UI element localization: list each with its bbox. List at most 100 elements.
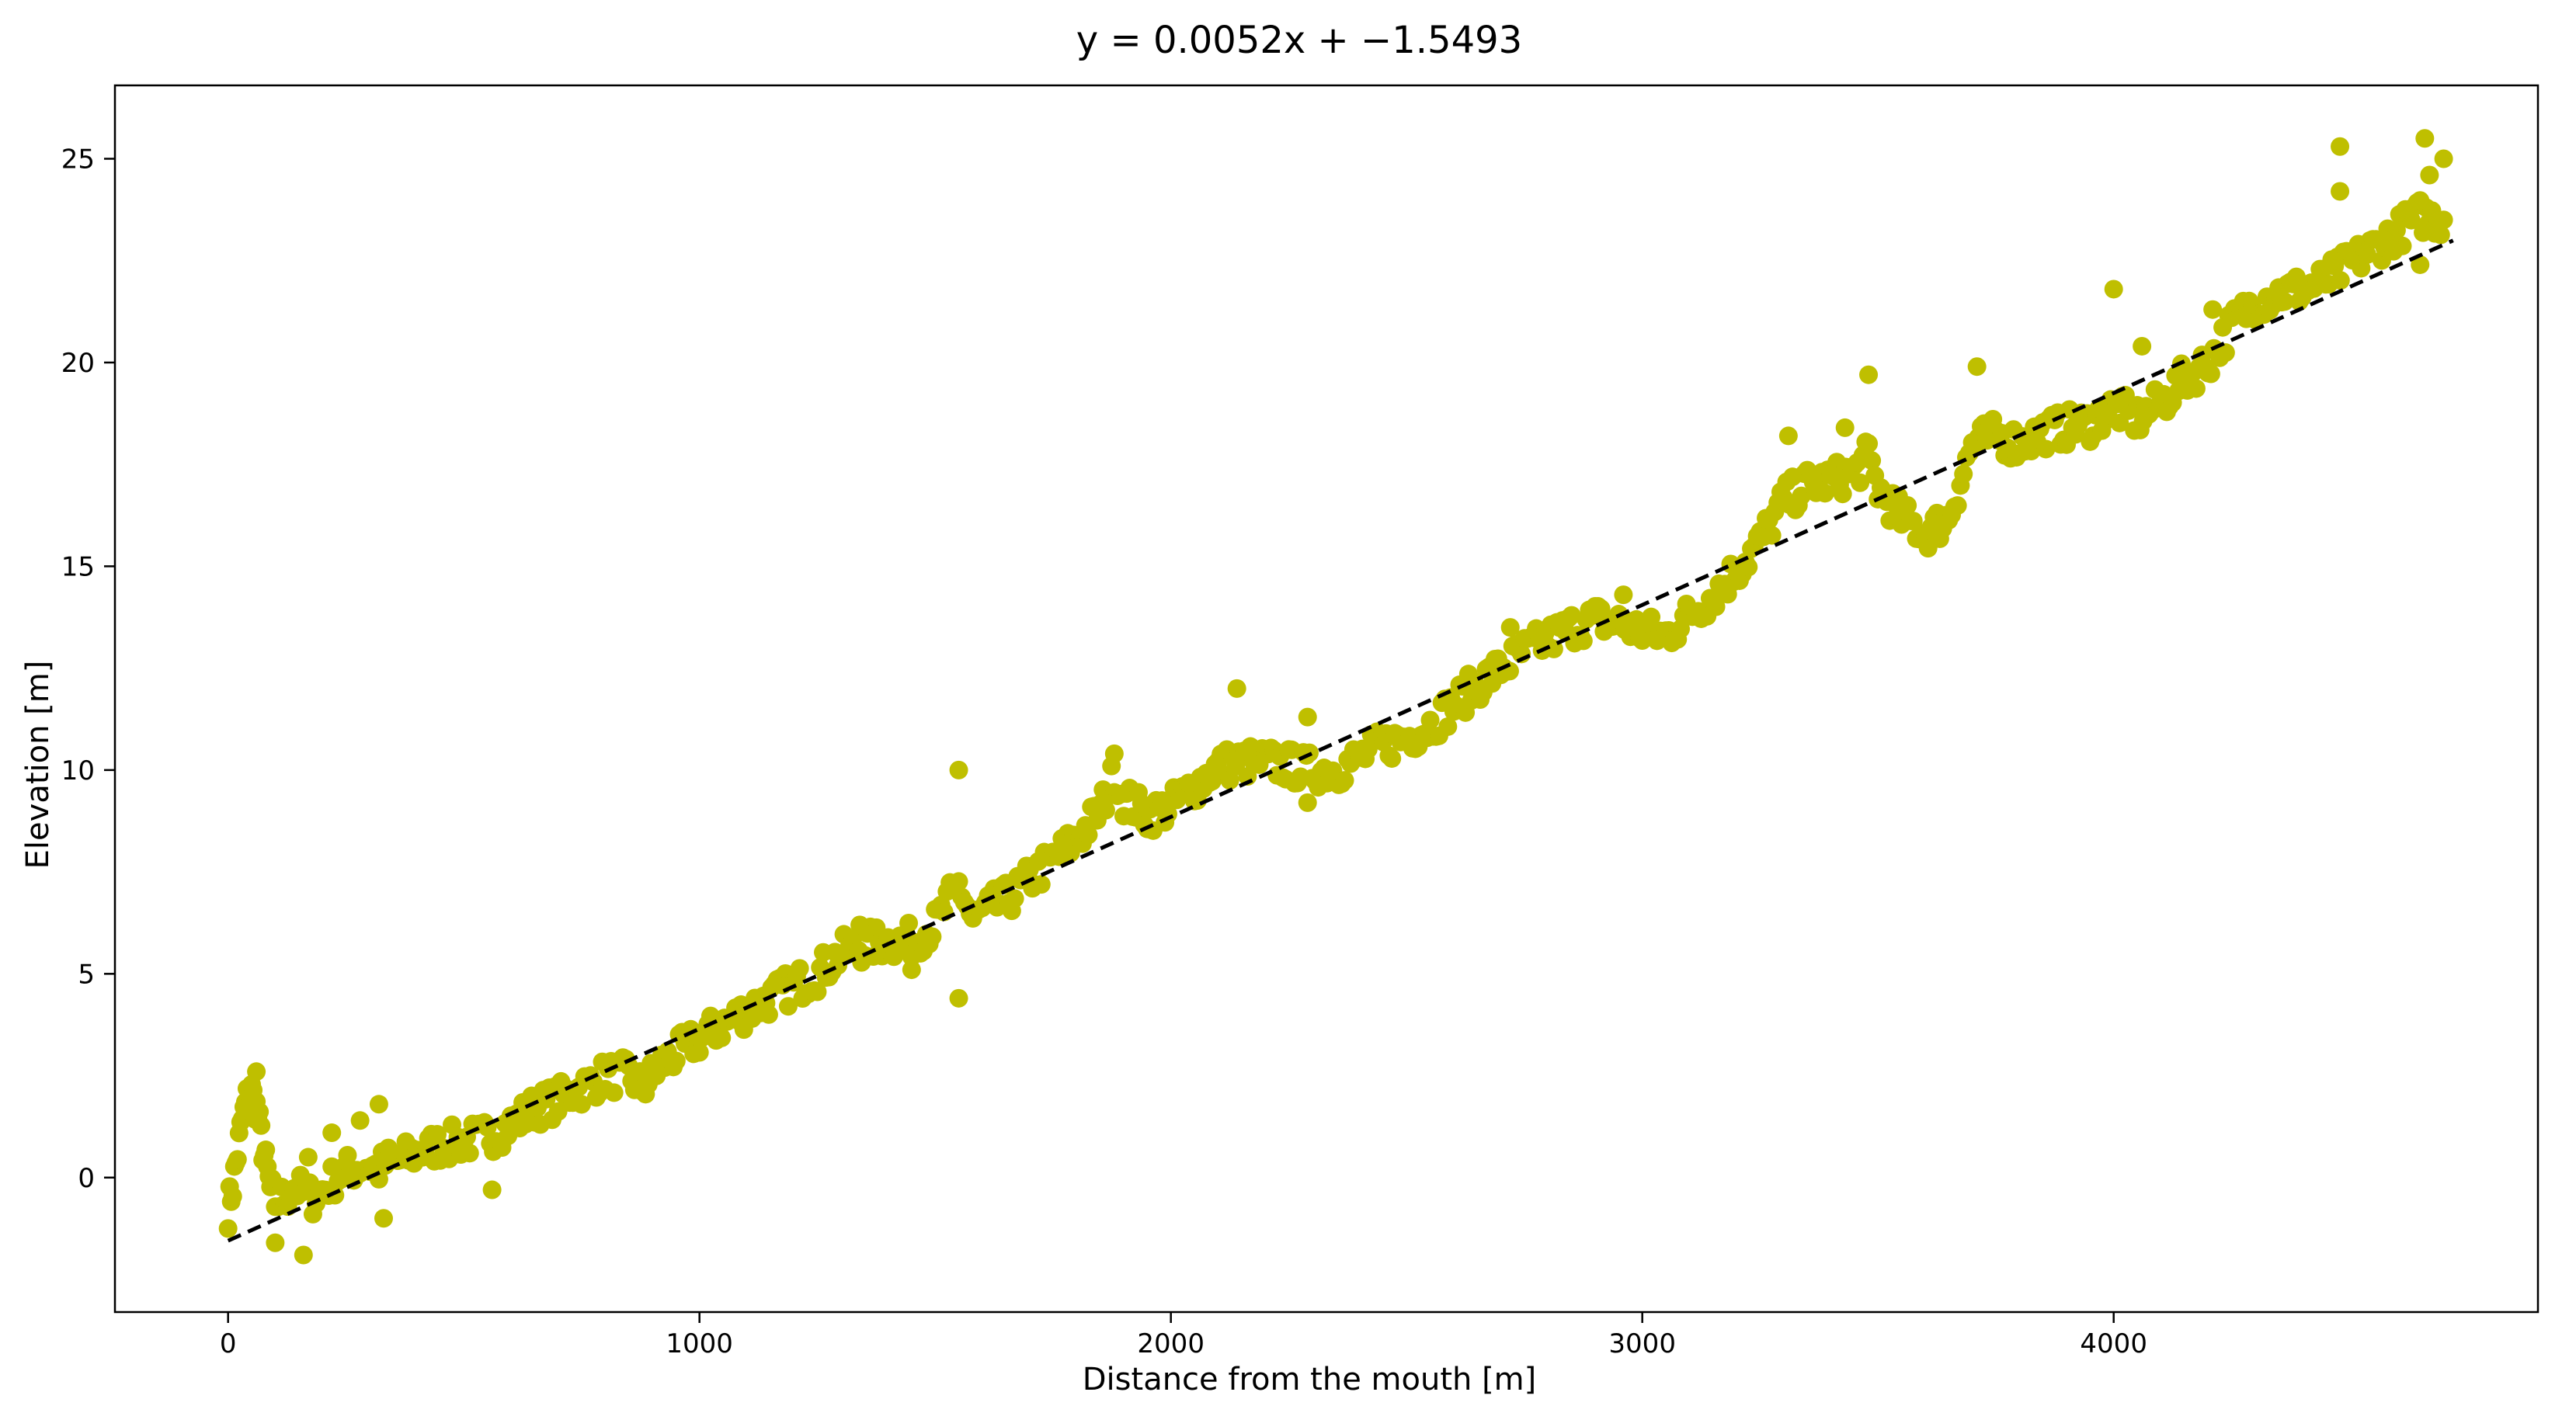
x-tick-label: 2000 [1137,1328,1205,1359]
data-point [1104,744,1124,763]
data-point [666,1051,686,1071]
data-point [1220,771,1239,790]
data-point [1096,800,1115,820]
data-point [1833,484,1852,504]
data-point [604,1083,624,1102]
data-point [218,1219,238,1238]
data-point [2387,220,2406,240]
data-point [2331,182,2350,201]
data-point [1420,710,1440,730]
data-point [1031,875,1051,894]
data-point [2201,364,2220,384]
data-point [482,1180,502,1199]
data-point [1792,486,1811,505]
data-point [460,1144,479,1163]
y-axis-label: Elevation [m] [20,661,56,870]
data-point [1859,365,1879,384]
data-point [369,1095,388,1114]
data-point [1835,418,1855,437]
data-point [1642,607,1661,627]
data-point [2275,292,2294,311]
data-point [1898,495,1917,515]
data-point [850,915,870,935]
data-point [247,1062,266,1081]
data-point [2420,165,2439,185]
data-point [902,960,921,980]
data-point [322,1123,342,1143]
data-point [1438,717,1458,736]
data-point [949,988,968,1008]
fit-line-layer [227,238,2454,1243]
y-tick-label: 5 [78,959,95,990]
data-point [1562,606,1581,625]
y-tick-label: 15 [61,551,95,582]
data-point [374,1209,393,1228]
y-tick-label: 10 [61,755,95,786]
data-point [223,1186,242,1206]
data-point [294,1245,313,1265]
fit-line [227,238,2454,1243]
data-point [2331,271,2350,290]
data-point [2186,379,2206,398]
data-point [252,1116,271,1135]
x-tick-label: 4000 [2080,1328,2147,1359]
data-point [1954,464,1973,484]
y-tick-label: 25 [61,144,95,175]
data-point [1298,793,1317,812]
data-point [1851,473,1870,492]
data-point [778,997,798,1016]
points-layer [218,129,2453,1265]
y-tick-label: 20 [61,348,95,379]
data-point [2411,255,2430,274]
data-point [572,1095,591,1114]
data-point [2216,343,2235,363]
data-point [1335,771,1354,790]
data-point [1298,707,1317,727]
y-axis-ticks: 0 5 10 15 20 25 [61,144,115,1194]
data-point [1859,434,1879,453]
y-tick-label: 0 [78,1163,95,1194]
data-point [1382,748,1402,768]
data-point [1573,631,1593,651]
data-point [2415,129,2435,148]
data-point [790,959,809,978]
data-point [1948,496,1967,516]
data-point [350,1111,370,1130]
data-point [1706,597,1726,616]
data-point [1614,585,1633,605]
data-point [1815,484,1834,503]
data-point [250,1102,269,1122]
data-point [1762,526,1782,545]
data-point [759,1005,778,1024]
data-point [923,927,942,946]
data-point [1500,618,1520,637]
data-point [949,872,968,891]
data-point [1862,451,1882,470]
data-point [1739,557,1758,577]
data-point [1778,426,1798,446]
data-point [256,1140,276,1160]
x-axis-ticks: 0 1000 2000 3000 4000 [220,1312,2147,1359]
x-tick-label: 0 [220,1328,237,1359]
data-point [1079,825,1098,845]
data-point [2434,210,2453,230]
data-point [690,1043,709,1062]
data-point [712,1028,732,1047]
data-point [1967,357,1987,377]
plot-frame [113,84,2539,1314]
x-tick-label: 1000 [666,1328,733,1359]
data-point [298,1147,318,1167]
data-point [1227,679,1246,698]
data-point [899,913,919,932]
data-point [2393,236,2412,255]
data-point [2036,439,2056,459]
chart-title: y = 0.0052x + −1.5493 [1076,19,1522,62]
data-point [2434,149,2453,168]
data-point [266,1233,285,1252]
data-point [2357,245,2376,264]
data-point [808,982,827,1002]
data-point [1005,889,1024,908]
data-point [2133,336,2152,356]
